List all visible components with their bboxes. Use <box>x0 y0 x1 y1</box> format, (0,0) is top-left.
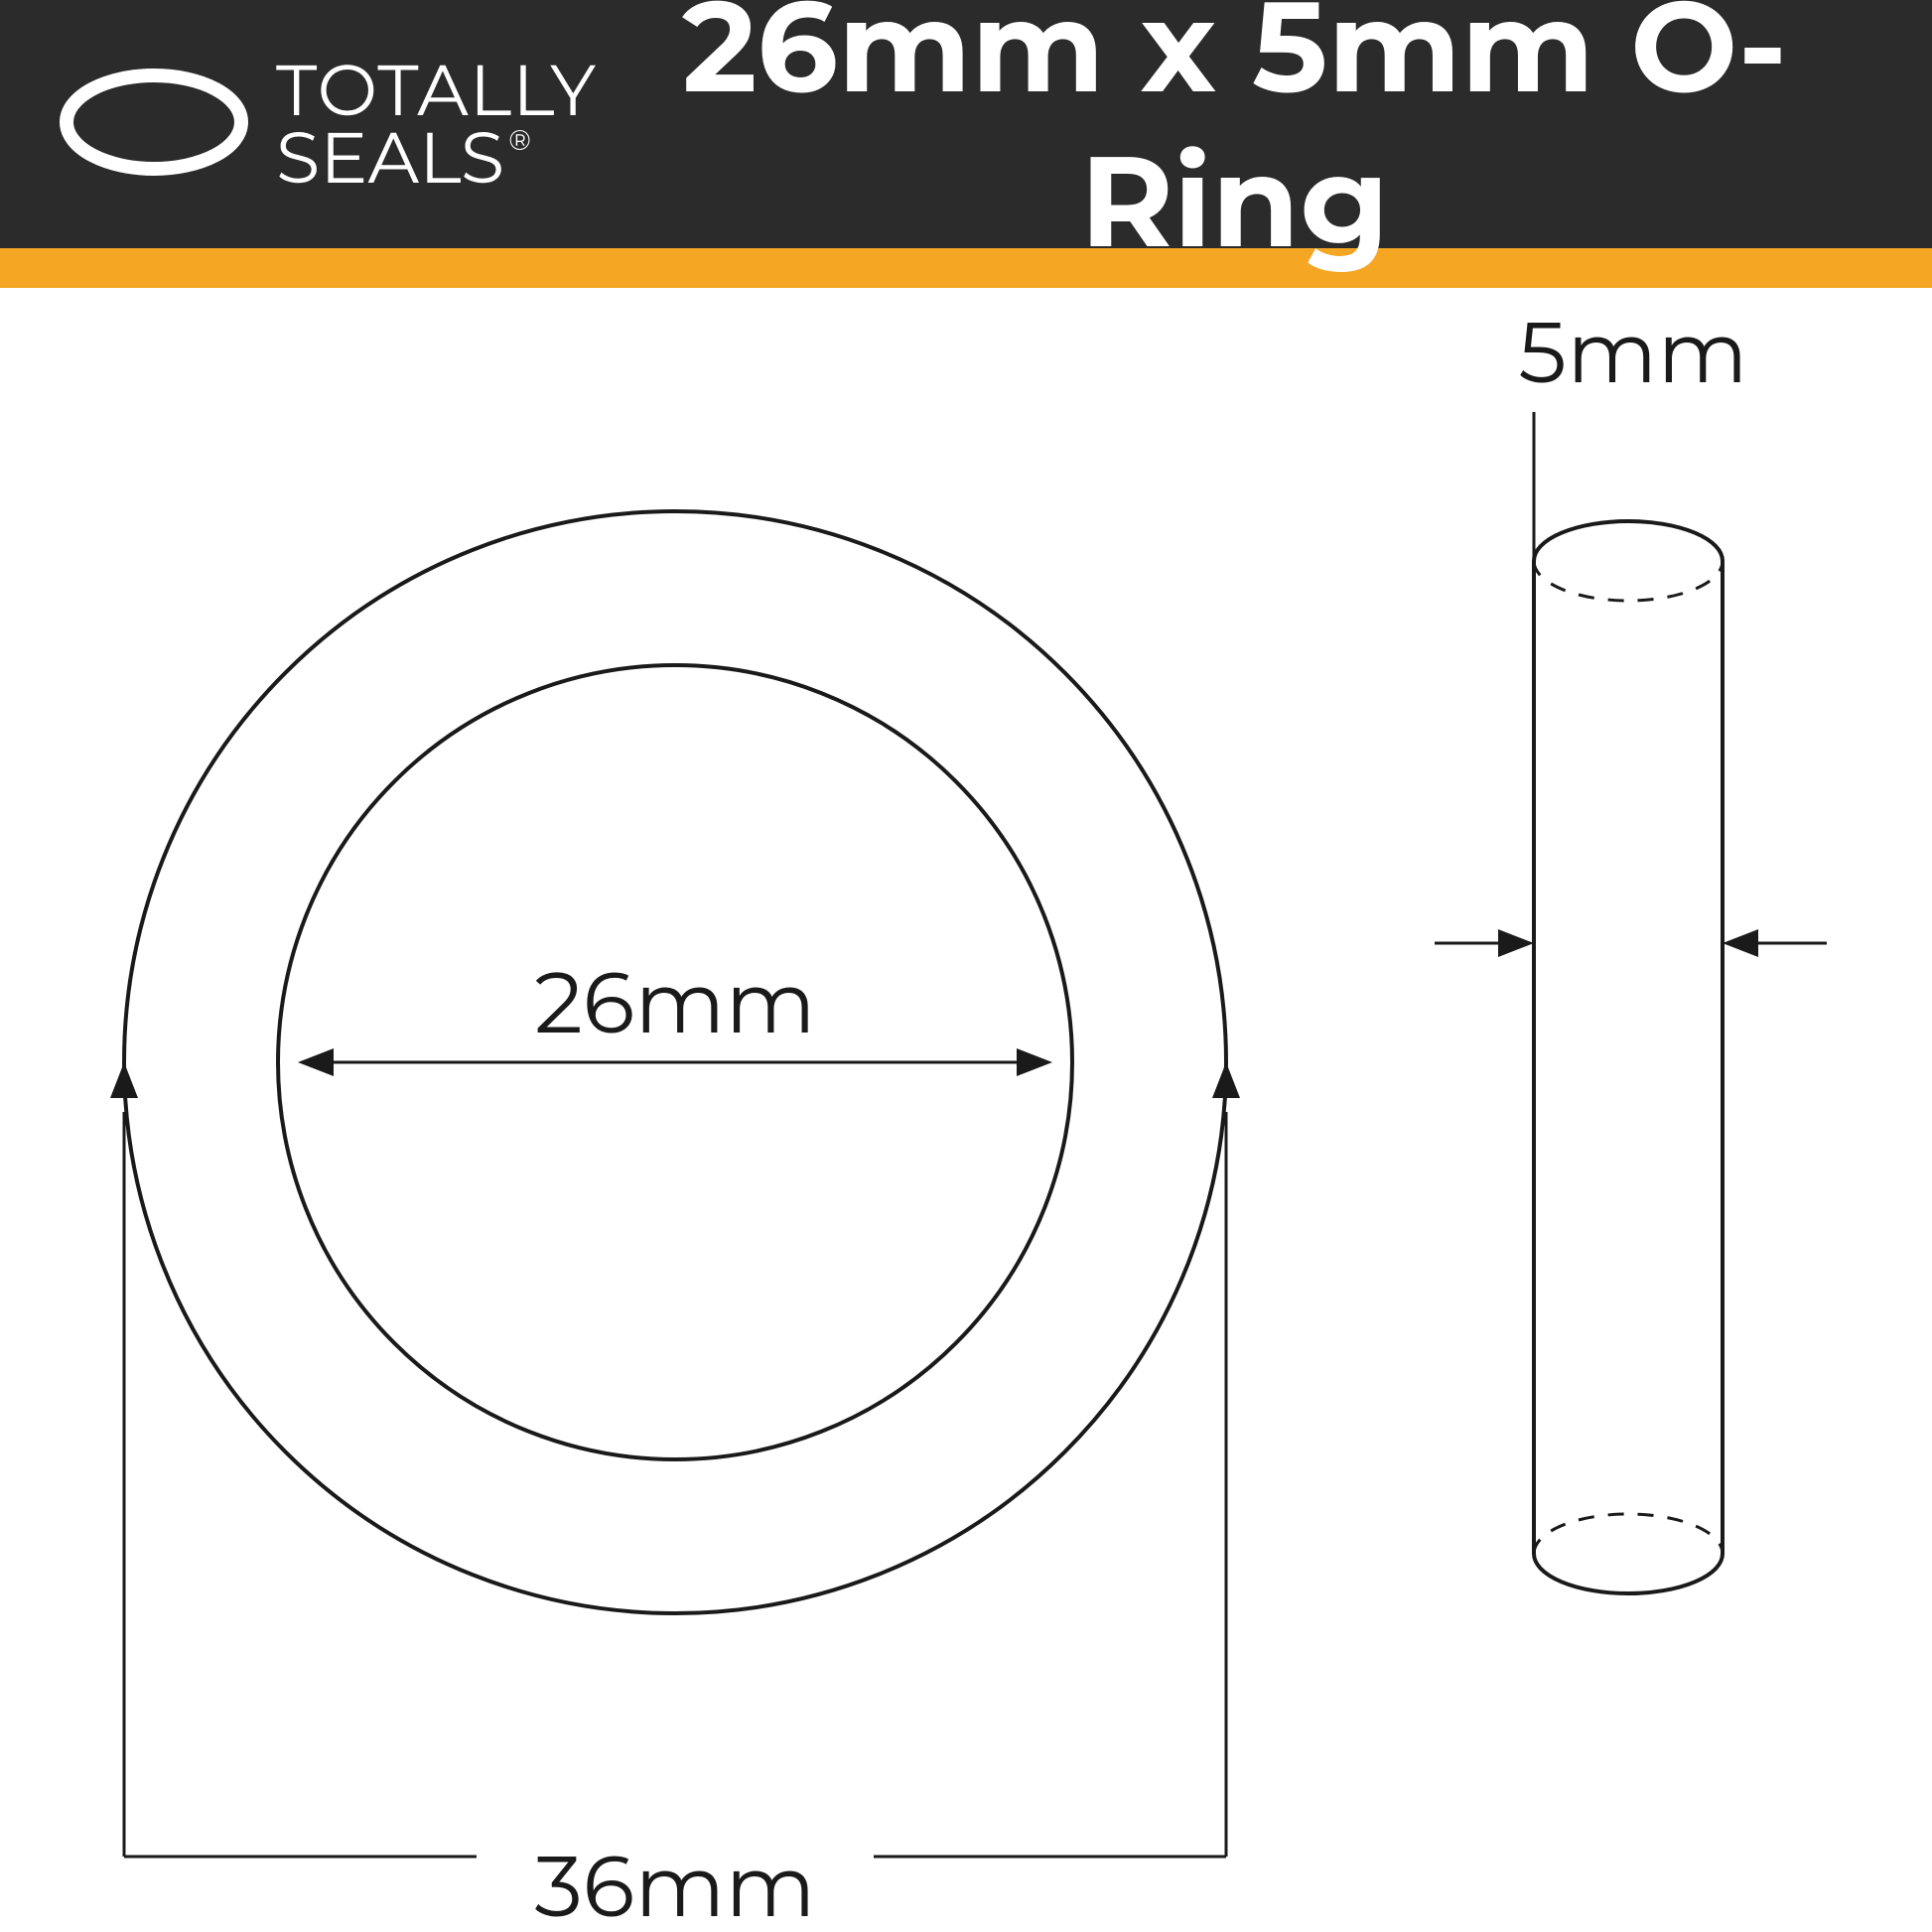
page-root: TOTALLY SEALS ® 26mm x 5mm O-Ring 26mm 36… <box>0 0 1932 1932</box>
diagram-area: 26mm 36mm 5mm <box>0 288 1932 1932</box>
brand-logo: TOTALLY SEALS ® <box>60 57 597 193</box>
header-bar: TOTALLY SEALS ® 26mm x 5mm O-Ring <box>0 0 1932 248</box>
brand-name-word: SEALS <box>276 124 504 192</box>
oring-diagram: 26mm 36mm 5mm <box>0 288 1932 1932</box>
brand-name-line2: SEALS ® <box>276 124 597 192</box>
registered-mark-icon: ® <box>508 128 531 155</box>
o-ring-icon <box>60 69 248 181</box>
svg-text:5mm: 5mm <box>1518 300 1747 404</box>
svg-text:26mm: 26mm <box>534 950 816 1054</box>
svg-text:36mm: 36mm <box>534 1834 815 1932</box>
brand-name: TOTALLY SEALS ® <box>276 57 597 193</box>
product-title: 26mm x 5mm O-Ring <box>597 0 1872 279</box>
